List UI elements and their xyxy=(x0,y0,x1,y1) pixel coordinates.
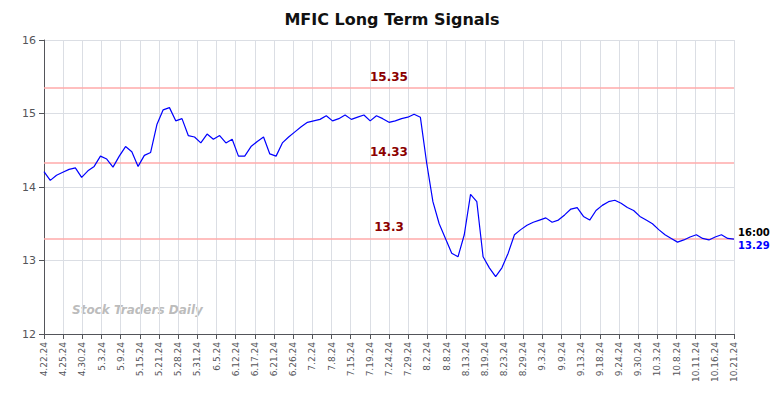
svg-text:8.23.24: 8.23.24 xyxy=(499,342,509,377)
svg-text:5.15.24: 5.15.24 xyxy=(135,342,145,377)
svg-text:5.21.24: 5.21.24 xyxy=(154,342,164,377)
svg-text:6.26.24: 6.26.24 xyxy=(288,342,298,377)
svg-text:5.31.24: 5.31.24 xyxy=(192,342,202,377)
svg-text:15: 15 xyxy=(22,107,36,120)
svg-text:6.17.24: 6.17.24 xyxy=(250,342,260,377)
svg-text:Stock Traders Daily: Stock Traders Daily xyxy=(72,303,204,317)
svg-text:8.29.24: 8.29.24 xyxy=(518,342,528,377)
svg-text:7.29.24: 7.29.24 xyxy=(403,342,413,377)
svg-text:8.19.24: 8.19.24 xyxy=(480,342,490,377)
svg-text:14.33: 14.33 xyxy=(370,145,408,159)
svg-text:13.29: 13.29 xyxy=(738,240,770,251)
svg-text:8.2.24: 8.2.24 xyxy=(422,342,432,371)
svg-text:10.21.24: 10.21.24 xyxy=(729,342,739,382)
svg-text:6.12.24: 6.12.24 xyxy=(231,342,241,377)
svg-text:7.15.24: 7.15.24 xyxy=(346,342,356,377)
svg-text:5.9.24: 5.9.24 xyxy=(116,342,126,371)
svg-text:9.18.24: 9.18.24 xyxy=(595,342,605,377)
svg-text:6.21.24: 6.21.24 xyxy=(269,342,279,377)
svg-text:7.19.24: 7.19.24 xyxy=(365,342,375,377)
svg-text:9.9.24: 9.9.24 xyxy=(557,342,567,371)
svg-text:8.13.24: 8.13.24 xyxy=(461,342,471,377)
svg-text:13.3: 13.3 xyxy=(374,220,404,234)
svg-text:7.2.24: 7.2.24 xyxy=(307,342,317,371)
svg-text:10.11.24: 10.11.24 xyxy=(691,342,701,382)
svg-text:16: 16 xyxy=(22,34,36,47)
svg-text:16:00: 16:00 xyxy=(738,227,770,238)
svg-text:4.25.24: 4.25.24 xyxy=(58,342,68,377)
svg-text:9.13.24: 9.13.24 xyxy=(576,342,586,377)
svg-text:15.35: 15.35 xyxy=(370,70,408,84)
svg-text:4.22.24: 4.22.24 xyxy=(39,342,49,377)
svg-text:9.24.24: 9.24.24 xyxy=(614,342,624,377)
svg-text:5.28.24: 5.28.24 xyxy=(173,342,183,377)
svg-text:9.3.24: 9.3.24 xyxy=(537,342,547,371)
svg-text:12: 12 xyxy=(22,328,36,341)
svg-text:8.8.24: 8.8.24 xyxy=(442,342,452,371)
svg-text:6.5.24: 6.5.24 xyxy=(212,342,222,371)
svg-text:4.30.24: 4.30.24 xyxy=(77,342,87,377)
svg-text:7.24.24: 7.24.24 xyxy=(384,342,394,377)
svg-text:MFIC Long Term Signals: MFIC Long Term Signals xyxy=(284,10,499,29)
svg-text:10.8.24: 10.8.24 xyxy=(672,342,682,377)
svg-text:10.3.24: 10.3.24 xyxy=(652,342,662,377)
svg-text:9.30.24: 9.30.24 xyxy=(633,342,643,377)
svg-text:10.16.24: 10.16.24 xyxy=(710,342,720,382)
svg-text:14: 14 xyxy=(22,181,36,194)
svg-text:5.3.24: 5.3.24 xyxy=(97,342,107,371)
svg-text:13: 13 xyxy=(22,254,36,267)
svg-text:7.8.24: 7.8.24 xyxy=(327,342,337,371)
